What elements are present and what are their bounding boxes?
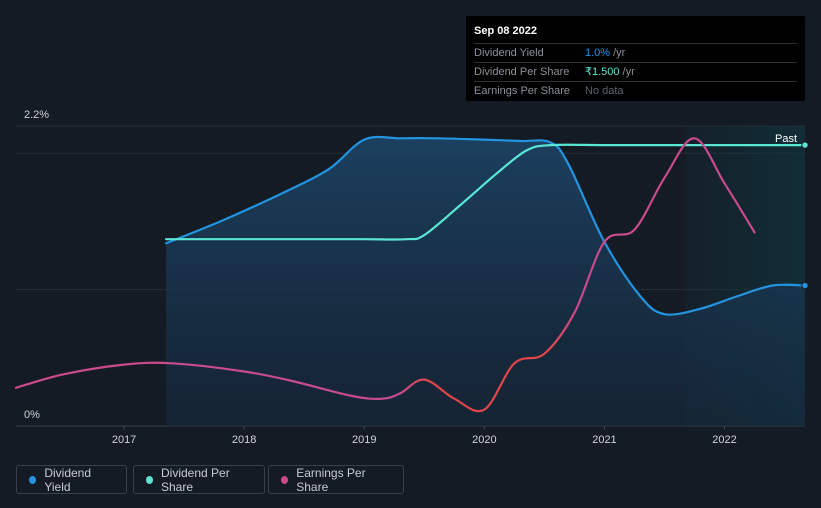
dividend-per-share-line: [165, 143, 807, 241]
tooltip-label: Earnings Per Share: [474, 85, 570, 97]
legend-label: Dividend Yield: [44, 465, 92, 494]
tooltip-value: No data: [585, 85, 624, 97]
legend-dot-icon: [281, 475, 289, 484]
tooltip-unit: /yr: [613, 47, 626, 59]
tooltip-label: Dividend Per Share: [474, 66, 570, 78]
dividend-per-share-end-marker: [801, 141, 809, 149]
legend-label: Dividend Per Share: [161, 465, 230, 494]
tooltip-unit: /yr: [622, 66, 635, 78]
tooltip-row-dividend-yield: Dividend Yield 1.0% /yr: [474, 44, 797, 63]
legend-earnings-per-share[interactable]: Earnings Per Share: [268, 465, 404, 494]
dividend-yield-line: [165, 135, 807, 316]
tooltip-label: Dividend Yield: [474, 47, 544, 59]
tooltip-value: ₹1.500: [585, 66, 620, 78]
tooltip-row-earnings-per-share: Earnings Per Share No data: [474, 82, 797, 100]
x-tick-label: 2022: [712, 434, 736, 446]
x-tick-label: 2021: [592, 434, 616, 446]
x-tick-label: 2019: [352, 434, 376, 446]
legend-dot-icon: [29, 475, 37, 484]
tooltip: Sep 08 2022 Dividend Yield 1.0% /yr Divi…: [466, 16, 805, 101]
series-lines: [14, 135, 807, 413]
legend-dividend-yield[interactable]: Dividend Yield: [16, 465, 127, 494]
x-tick-label: 2020: [472, 434, 496, 446]
legend-dividend-per-share[interactable]: Dividend Per Share: [133, 465, 265, 494]
y-tick-bottom: 0%: [24, 409, 40, 421]
x-tick-label: 2017: [112, 434, 136, 446]
past-label: Past: [775, 133, 797, 145]
tooltip-value: 1.0%: [585, 47, 611, 59]
tooltip-row-dividend-per-share: Dividend Per Share ₹1.500 /yr: [474, 63, 797, 82]
x-tick-label: 2018: [232, 434, 256, 446]
x-axis: 2017 2018 2019 2020 2021 2022: [112, 426, 737, 446]
legend-dot-icon: [146, 475, 153, 484]
earnings-per-share-line: [14, 137, 756, 413]
dividend-yield-end-marker: [801, 281, 809, 290]
end-markers: [801, 141, 809, 290]
dividend-yield-area: [166, 136, 806, 426]
y-tick-top: 2.2%: [24, 109, 49, 121]
legend-label: Earnings Per Share: [296, 465, 366, 494]
tooltip-date: Sep 08 2022: [474, 16, 797, 44]
